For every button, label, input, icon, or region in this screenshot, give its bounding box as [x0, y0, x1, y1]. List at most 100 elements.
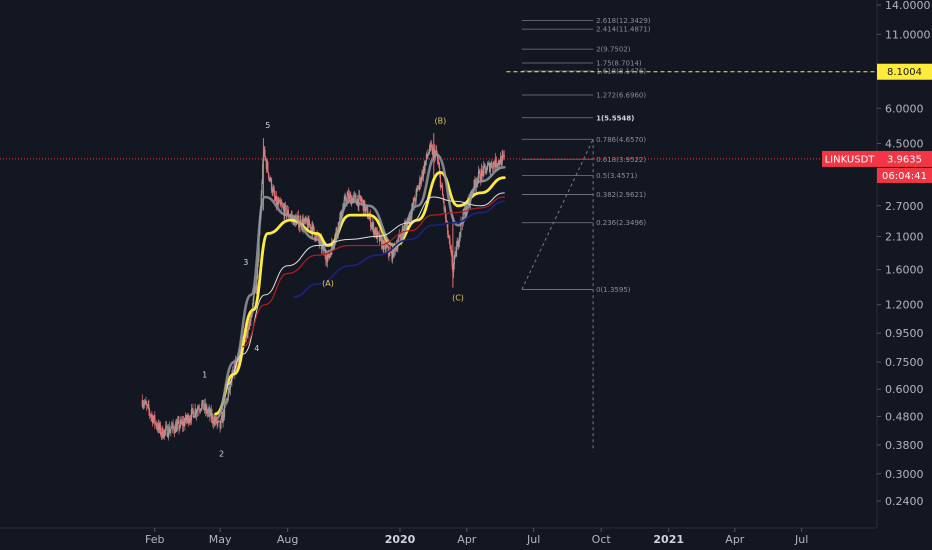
candle-body — [436, 150, 438, 154]
candle-body — [219, 421, 221, 429]
candle-body — [217, 420, 219, 423]
candle-body — [426, 154, 428, 157]
time-tick-label: Oct — [592, 533, 612, 546]
candle-body — [276, 200, 278, 206]
candle-body — [192, 408, 194, 412]
candle-body — [358, 194, 360, 207]
last-price-tag — [877, 150, 932, 167]
candle-body — [254, 287, 256, 294]
candle-body — [154, 422, 157, 424]
candle-body — [448, 237, 450, 239]
candle-body — [309, 224, 311, 226]
candle-body — [168, 426, 170, 437]
candle-body — [327, 253, 329, 257]
candle-body — [324, 249, 326, 256]
time-tick-label: Jul — [526, 533, 540, 546]
candle-body — [223, 411, 225, 417]
candle-body — [488, 162, 491, 173]
candle-body — [420, 179, 422, 185]
candle-body — [355, 195, 357, 202]
horizontal-lines[interactable] — [0, 71, 877, 160]
candle-body — [372, 222, 374, 225]
candle-body — [359, 195, 361, 200]
candle-body — [497, 165, 499, 167]
fib-level-label: 1.75(8.7014) — [596, 60, 642, 68]
candle-body — [328, 254, 331, 258]
candle-body — [359, 194, 361, 196]
candle-body — [484, 165, 486, 169]
candle-body — [361, 200, 364, 201]
candle-body — [200, 408, 202, 410]
candle-body — [267, 172, 270, 178]
candle-body — [421, 172, 423, 180]
candle-body — [149, 410, 151, 415]
candle-body — [271, 190, 273, 193]
price-tick-label: 2.7000 — [885, 200, 924, 213]
candle-body — [440, 184, 442, 187]
candle-body — [205, 406, 207, 411]
candle-body — [474, 180, 476, 183]
candle-body — [392, 246, 394, 260]
candle-body — [184, 421, 186, 426]
candle-body — [347, 193, 349, 196]
candle-body — [194, 409, 196, 417]
candle-body — [215, 417, 218, 424]
candle-body — [378, 233, 381, 242]
candle-body — [179, 420, 182, 427]
candle-body — [326, 256, 328, 262]
candle-body — [393, 243, 395, 257]
candle-body — [370, 214, 372, 228]
candle-body — [395, 245, 397, 251]
candle-body — [312, 224, 314, 227]
candle-body — [445, 217, 447, 221]
candle-body — [414, 200, 417, 202]
candle-body — [298, 224, 301, 228]
candle-body — [252, 299, 254, 309]
candle-body — [248, 326, 250, 330]
time-axis[interactable]: Feb May Aug 2020 Apr Jul Oct 2021 Apr Jul — [0, 527, 877, 546]
moving-average-line — [293, 200, 506, 298]
candle-body — [482, 171, 484, 176]
candle-body — [455, 251, 457, 257]
candle-body — [201, 400, 204, 404]
candle-body — [213, 418, 215, 425]
fib-level-label: 2.618(12.3429) — [596, 17, 651, 25]
candle-body — [186, 418, 188, 421]
candle-body — [198, 410, 201, 411]
candle-body — [155, 422, 157, 427]
candle-body — [151, 415, 153, 417]
price-tick-label: 0.6000 — [885, 383, 924, 396]
fibonacci-extension[interactable]: 2.618(12.3429)2.414(11.4871) 2(9.7502) 1.7… — [521, 17, 651, 452]
candle-body — [437, 158, 439, 163]
candle-body — [429, 143, 431, 150]
candle-body — [144, 401, 146, 404]
candle-body — [412, 203, 414, 205]
candle-body — [353, 195, 356, 196]
price-tick-label: 0.7500 — [885, 356, 924, 369]
candle-body — [404, 223, 406, 225]
candle-body — [222, 411, 224, 423]
time-tick-label: 2020 — [385, 533, 416, 546]
candle-body — [221, 415, 223, 423]
candle-body — [453, 255, 455, 265]
fib-level-label: 0(1.3595) — [596, 286, 631, 294]
wave-label: 4 — [254, 344, 259, 353]
candle-body — [375, 228, 378, 239]
candle-body — [458, 234, 461, 243]
candle-body — [344, 196, 346, 200]
candle-body — [218, 420, 220, 422]
candle-body — [146, 403, 148, 406]
candle-body — [502, 155, 505, 156]
candle-body — [193, 411, 195, 418]
candle-body — [289, 216, 292, 218]
candle-body — [247, 326, 249, 334]
candle-body — [209, 409, 211, 416]
candle-body — [408, 215, 411, 224]
candle-body — [246, 333, 248, 337]
time-tick-label: 2021 — [653, 533, 684, 546]
candle-body — [281, 204, 283, 206]
candle-body — [175, 424, 177, 432]
target-price-tag — [877, 63, 932, 80]
candle-body — [388, 252, 390, 256]
